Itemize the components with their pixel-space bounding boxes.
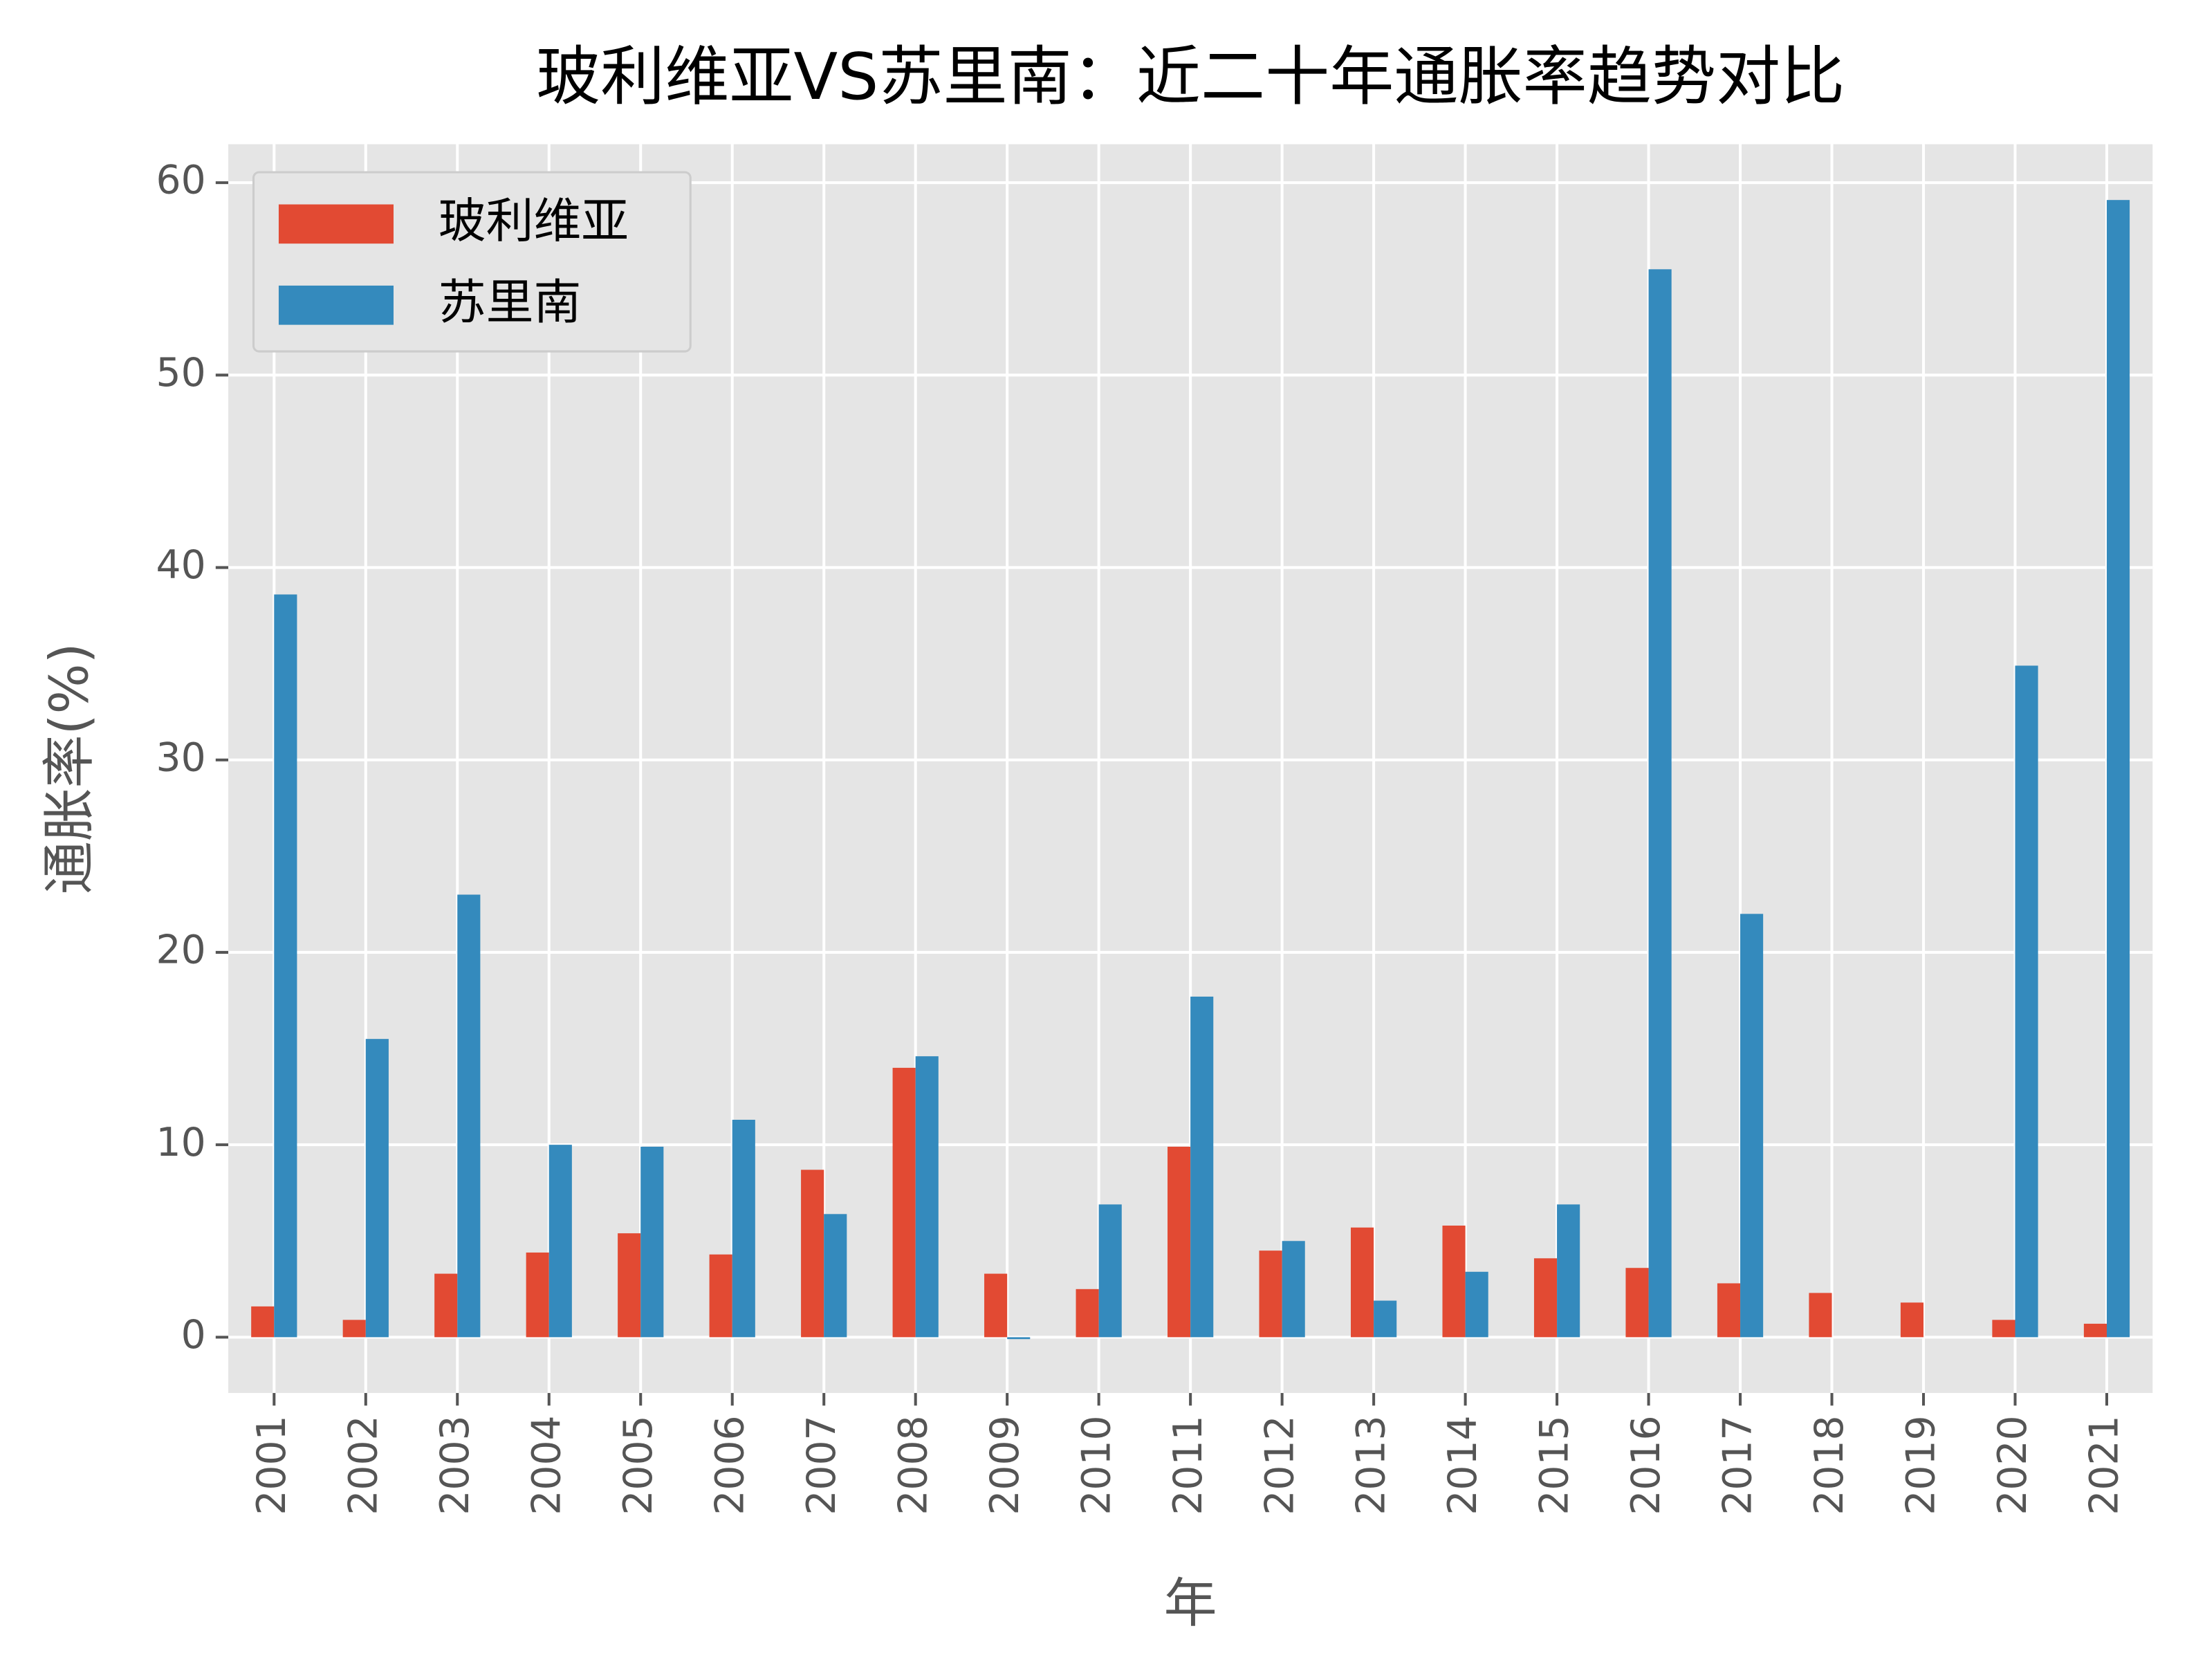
bar bbox=[1900, 1302, 1924, 1338]
bar bbox=[2106, 200, 2130, 1338]
x-tick-label: 2011 bbox=[1165, 1415, 1211, 1515]
y-tick-label: 60 bbox=[156, 158, 206, 203]
bar bbox=[1533, 1258, 1558, 1338]
bar bbox=[1259, 1250, 1282, 1338]
legend-label: 苏里南 bbox=[439, 275, 582, 330]
bar bbox=[1076, 1289, 1099, 1338]
bar bbox=[1190, 996, 1214, 1338]
legend-swatch bbox=[278, 204, 394, 244]
x-tick-label: 2016 bbox=[1623, 1415, 1669, 1515]
bar bbox=[1740, 914, 1764, 1338]
x-tick-label: 2018 bbox=[1807, 1415, 1852, 1515]
x-tick-label: 2008 bbox=[890, 1415, 936, 1515]
bar bbox=[457, 894, 481, 1338]
bar bbox=[526, 1252, 549, 1338]
bar bbox=[251, 1306, 275, 1338]
x-tick-label: 2005 bbox=[616, 1415, 661, 1515]
bar bbox=[824, 1214, 847, 1338]
bar bbox=[2015, 665, 2038, 1338]
y-tick-label: 0 bbox=[181, 1312, 206, 1358]
bar bbox=[1557, 1204, 1580, 1338]
x-tick-label: 2001 bbox=[249, 1415, 295, 1515]
x-tick-label: 2006 bbox=[707, 1415, 753, 1515]
bar bbox=[1625, 1268, 1649, 1338]
bar bbox=[548, 1145, 572, 1338]
y-tick-label: 50 bbox=[156, 350, 206, 396]
x-tick-label: 2020 bbox=[1990, 1415, 2036, 1515]
x-tick-label: 2017 bbox=[1715, 1415, 1761, 1515]
x-tick-label: 2014 bbox=[1440, 1415, 1486, 1515]
bar bbox=[618, 1233, 641, 1338]
bar bbox=[1007, 1337, 1031, 1340]
bar bbox=[892, 1067, 916, 1338]
bar bbox=[801, 1170, 824, 1338]
x-tick-label: 2003 bbox=[432, 1415, 478, 1515]
bar bbox=[1465, 1271, 1488, 1338]
bar bbox=[984, 1273, 1008, 1338]
bar bbox=[1098, 1204, 1122, 1338]
bar bbox=[2083, 1323, 2107, 1338]
x-tick-label: 2009 bbox=[982, 1415, 1028, 1515]
bar bbox=[365, 1039, 389, 1338]
y-tick-label: 40 bbox=[156, 542, 206, 588]
x-tick-label: 2019 bbox=[1899, 1415, 1944, 1515]
bar bbox=[1350, 1227, 1374, 1338]
x-tick-label: 2002 bbox=[340, 1415, 386, 1515]
bar bbox=[709, 1254, 732, 1338]
x-tick-label: 2004 bbox=[524, 1415, 569, 1515]
bar bbox=[1717, 1283, 1741, 1338]
bar bbox=[915, 1056, 939, 1338]
y-tick-label: 20 bbox=[156, 927, 206, 973]
bar bbox=[342, 1320, 366, 1338]
legend-label: 玻利维亚 bbox=[439, 194, 629, 249]
bar bbox=[640, 1146, 664, 1338]
x-tick-label: 2013 bbox=[1349, 1415, 1394, 1515]
bar bbox=[1374, 1300, 1397, 1338]
bar bbox=[434, 1273, 458, 1338]
bar bbox=[1282, 1241, 1305, 1338]
y-tick-label: 10 bbox=[156, 1120, 206, 1165]
x-tick-label: 2015 bbox=[1532, 1415, 1578, 1515]
x-tick-label: 2010 bbox=[1073, 1415, 1119, 1515]
bar bbox=[1168, 1146, 1191, 1338]
y-tick-label: 30 bbox=[156, 735, 206, 780]
x-tick-label: 2021 bbox=[2082, 1415, 2128, 1515]
x-tick-label: 2007 bbox=[799, 1415, 845, 1515]
bar bbox=[274, 594, 297, 1338]
chart-title: 玻利维亚VS苏里南：近二十年通胀率趋势对比 bbox=[536, 39, 1845, 114]
y-axis-label: 通胀率(%) bbox=[39, 643, 100, 894]
x-axis-label: 年 bbox=[1164, 1573, 1217, 1635]
bar bbox=[1992, 1320, 2015, 1338]
x-tick-label: 2012 bbox=[1257, 1415, 1302, 1515]
bar bbox=[1442, 1226, 1466, 1338]
legend-swatch bbox=[278, 285, 394, 325]
bar bbox=[1648, 269, 1672, 1338]
bar bbox=[732, 1119, 755, 1338]
bar bbox=[1809, 1293, 1832, 1338]
